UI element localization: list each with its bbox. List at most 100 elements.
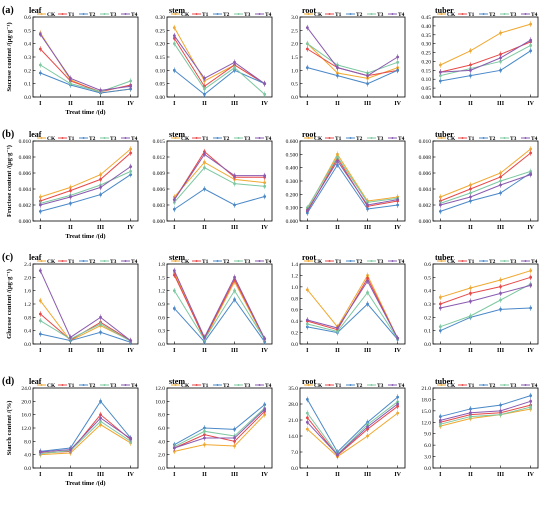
- chart-panel-1: (a) leaf CK T1 T2 T3 T40.00.10.20.30.40.50.6I I…: [2, 5, 139, 116]
- data-point-t3: [99, 419, 102, 423]
- y-tick-label: 0.3: [24, 55, 31, 61]
- data-point-t2: [263, 195, 267, 198]
- legend-marker-t2: [216, 137, 219, 139]
- legend-label-t1: T1: [335, 259, 342, 265]
- y-tick-label: 0.0: [158, 342, 165, 348]
- y-tick-label: 1.0: [291, 285, 298, 291]
- data-point-t4: [99, 416, 102, 420]
- data-point-t2: [203, 92, 206, 96]
- y-tick-label: 0.010: [19, 139, 32, 145]
- data-point-t3: [172, 42, 176, 46]
- legend-marker-t3: [103, 384, 106, 386]
- y-tick-label: 2.0: [24, 275, 31, 281]
- legend-label-t1: T1: [468, 12, 475, 18]
- data-point-t2: [38, 332, 42, 336]
- legend-label-ck: CK: [447, 383, 456, 389]
- x-tick-label: I: [306, 472, 309, 478]
- data-point-t4: [336, 453, 339, 457]
- row-label: (c): [2, 252, 13, 263]
- y-tick-label: 0.2: [24, 68, 31, 74]
- series-line-t4: [39, 34, 131, 91]
- data-point-t4: [172, 446, 176, 450]
- series-line-t3: [440, 44, 531, 77]
- series-line-t3: [306, 156, 398, 208]
- series-line-t2: [306, 396, 398, 453]
- legend-label-t2: T2: [356, 12, 363, 18]
- data-point-t4: [233, 174, 236, 178]
- legend-label-t1: T1: [68, 383, 75, 389]
- data-point-t4: [69, 335, 72, 339]
- x-tick-label: IV: [261, 101, 268, 107]
- legend-label-t2: T2: [89, 12, 96, 18]
- legend-marker-t4: [258, 260, 261, 262]
- y-tick-label: 0.30: [155, 15, 165, 21]
- legend-label-t4: T4: [265, 259, 272, 265]
- y-tick-label: 6.0: [424, 443, 431, 449]
- data-point-t4: [438, 203, 442, 207]
- data-point-ck: [99, 173, 102, 177]
- data-point-t4: [263, 82, 267, 86]
- legend-marker-t4: [391, 384, 394, 386]
- data-point-t4: [263, 407, 267, 411]
- legend-marker-t2: [482, 260, 485, 262]
- data-point-t4: [69, 448, 72, 452]
- y-axis-label: Starch content /(%): [6, 401, 13, 456]
- data-point-t2: [69, 202, 72, 205]
- x-tick-label: IV: [527, 472, 534, 478]
- y-tick-label: 0.15: [155, 55, 165, 61]
- data-point-t3: [172, 289, 176, 293]
- legend-label-ck: CK: [447, 12, 456, 18]
- y-tick-label: 0.30: [421, 42, 431, 48]
- y-tick-label: 24.0: [21, 386, 31, 392]
- y-tick-label: 0.20: [421, 59, 431, 65]
- series-line-ck: [440, 408, 531, 427]
- legend-label-t3: T3: [510, 383, 517, 389]
- series-line-t4: [306, 160, 398, 211]
- y-tick-label: 4.0: [158, 439, 165, 445]
- legend-marker-t2: [349, 137, 352, 139]
- y-tick-label: 1.6: [24, 289, 31, 295]
- data-point-t3: [438, 325, 442, 329]
- y-tick-label: 0.25: [155, 28, 165, 34]
- legend-marker-t2: [216, 260, 219, 262]
- data-point-t1: [172, 273, 176, 277]
- series-line-t3: [307, 43, 398, 74]
- legend-label-t2: T2: [89, 136, 96, 142]
- y-tick-label: 0.00: [155, 95, 165, 101]
- x-tick-label: II: [468, 101, 473, 107]
- y-tick-label: 0.006: [153, 187, 166, 193]
- data-point-t4: [529, 38, 533, 42]
- x-tick-label: IV: [527, 101, 534, 107]
- x-tick-label: III: [364, 225, 372, 231]
- data-point-t1: [129, 151, 133, 155]
- x-tick-label: I: [173, 472, 176, 478]
- data-point-t4: [38, 203, 42, 207]
- series-line-t2: [440, 395, 531, 418]
- series-line-t1: [174, 410, 266, 449]
- legend-label-ck: CK: [47, 383, 56, 389]
- legend-label-t3: T3: [377, 12, 384, 18]
- plot-frame: [432, 140, 539, 222]
- data-point-ck: [366, 274, 369, 277]
- legend-marker-t4: [124, 13, 127, 15]
- y-axis-label: Glucose content /(μg·g⁻¹): [6, 269, 13, 339]
- data-point-ck: [469, 286, 472, 290]
- data-point-ck: [529, 147, 533, 151]
- legend-marker-t3: [103, 260, 106, 262]
- legend-marker-t2: [216, 384, 219, 386]
- legend-label-ck: CK: [181, 12, 190, 18]
- legend-marker-ck: [40, 260, 43, 262]
- legend-label-t1: T1: [468, 136, 475, 142]
- panel-title: leaf: [29, 377, 42, 386]
- series-line-t2: [40, 400, 132, 452]
- series-line-t4: [173, 35, 265, 85]
- x-tick-label: II: [468, 348, 473, 354]
- y-tick-label: 0.05: [421, 86, 431, 92]
- data-point-t4: [438, 306, 442, 310]
- data-point-t2: [263, 403, 267, 407]
- data-point-t2: [438, 415, 442, 418]
- legend-marker-t3: [503, 137, 506, 139]
- data-point-ck: [366, 434, 369, 438]
